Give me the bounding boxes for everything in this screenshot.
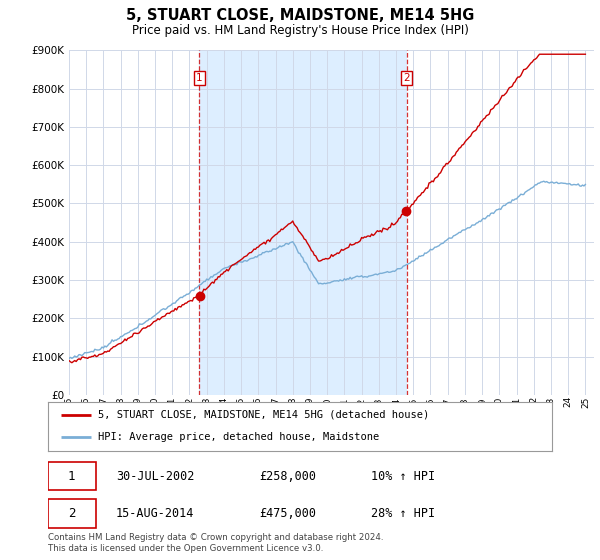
Text: 15-AUG-2014: 15-AUG-2014 [116, 507, 194, 520]
Text: 10% ↑ HPI: 10% ↑ HPI [371, 469, 434, 483]
Bar [199, 50, 407, 395]
Text: 30-JUL-2002: 30-JUL-2002 [116, 469, 194, 483]
Text: 1: 1 [196, 73, 203, 83]
Text: 2: 2 [68, 507, 76, 520]
Text: Contains HM Land Registry data © Crown copyright and database right 2024.
This d: Contains HM Land Registry data © Crown c… [48, 533, 383, 553]
Text: £258,000: £258,000 [260, 469, 317, 483]
FancyBboxPatch shape [48, 500, 96, 528]
Text: £475,000: £475,000 [260, 507, 317, 520]
Text: 5, STUART CLOSE, MAIDSTONE, ME14 5HG (detached house): 5, STUART CLOSE, MAIDSTONE, ME14 5HG (de… [98, 410, 430, 420]
Text: 28% ↑ HPI: 28% ↑ HPI [371, 507, 434, 520]
Text: 5, STUART CLOSE, MAIDSTONE, ME14 5HG: 5, STUART CLOSE, MAIDSTONE, ME14 5HG [126, 8, 474, 24]
Text: Price paid vs. HM Land Registry's House Price Index (HPI): Price paid vs. HM Land Registry's House … [131, 24, 469, 37]
FancyBboxPatch shape [48, 461, 96, 491]
Text: HPI: Average price, detached house, Maidstone: HPI: Average price, detached house, Maid… [98, 432, 380, 442]
Text: 1: 1 [68, 469, 76, 483]
Text: 2: 2 [403, 73, 410, 83]
